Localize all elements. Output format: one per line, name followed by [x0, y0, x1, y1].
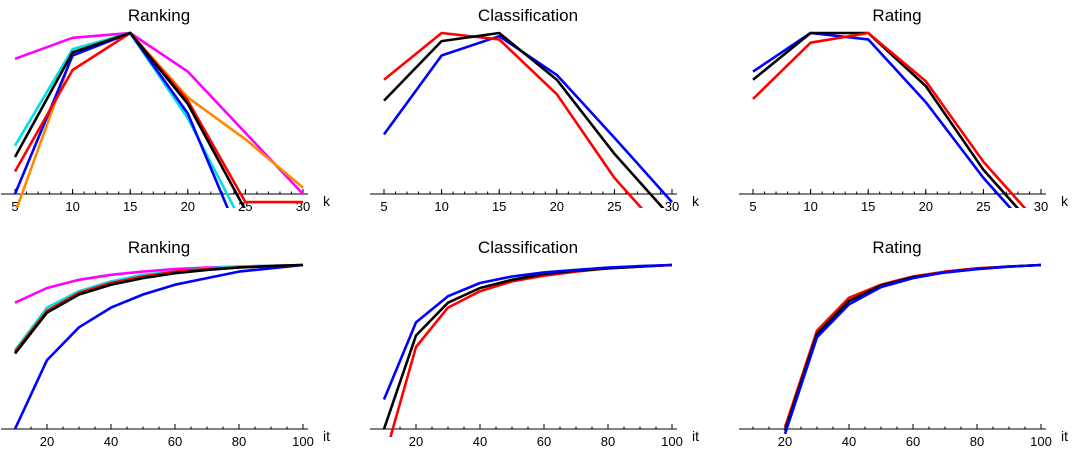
chart-panel-5: Classification 20 40 60 80 100 it [370, 238, 699, 449]
chart-panel-4: Ranking 20 40 60 80 100 it [1, 238, 330, 449]
series-line-2 [752, 31, 1020, 208]
series-line-4 [13, 263, 304, 353]
x-tick-label: 100 [661, 434, 683, 449]
series-line-3 [13, 31, 236, 208]
series-line-1 [14, 31, 304, 195]
x-tick-label: 60 [537, 434, 551, 449]
x-tick-label: 10 [803, 199, 817, 214]
chart-title: Ranking [128, 6, 190, 25]
x-tick-label: 100 [292, 434, 314, 449]
x-tick-label: 15 [123, 199, 137, 214]
series-line-4 [13, 31, 230, 208]
series-group [783, 263, 1042, 435]
x-tick-label: 60 [906, 434, 920, 449]
x-tick-label: 20 [919, 199, 933, 214]
chart-panel-3: Rating 5 10 15 20 25 30 k [739, 6, 1069, 214]
x-tick-label: 20 [40, 434, 54, 449]
chart-title: Rating [872, 238, 921, 257]
series-group [382, 31, 673, 208]
x-tick-label: 20 [181, 199, 195, 214]
x-tick-label: 25 [976, 199, 990, 214]
chart-title: Ranking [128, 238, 190, 257]
x-tick-label: 30 [665, 199, 679, 214]
series-group [382, 263, 673, 437]
x-tick-label: 40 [842, 434, 856, 449]
series-line-2 [783, 263, 1042, 432]
series-line-1 [752, 31, 1013, 208]
x-axis-label: it [692, 428, 699, 444]
x-tick-label: 30 [1034, 199, 1048, 214]
series-line-3 [783, 263, 1042, 435]
x-tick-label: 60 [168, 434, 182, 449]
series-group [13, 263, 304, 430]
series-group [13, 31, 304, 208]
x-tick-label: 15 [492, 199, 506, 214]
series-line-2 [383, 31, 644, 208]
x-tick-label: 20 [778, 434, 792, 449]
chart-title: Classification [478, 238, 578, 257]
x-tick-label: 80 [232, 434, 246, 449]
x-axis-label: it [323, 428, 330, 444]
x-tick-label: 40 [473, 434, 487, 449]
series-line-3 [382, 263, 673, 400]
series-group [752, 31, 1027, 208]
series-line-1 [783, 263, 1042, 428]
x-tick-label: 20 [409, 434, 423, 449]
x-tick-label: 80 [601, 434, 615, 449]
chart-panel-6: Rating 20 40 60 80 100 it [739, 238, 1068, 449]
x-tick-label: 15 [861, 199, 875, 214]
x-tick-label: 5 [380, 199, 387, 214]
x-tick-label: 10 [434, 199, 448, 214]
chart-panel-2: Classification 5 10 15 20 25 30 k [370, 6, 700, 214]
x-tick-label: 5 [749, 199, 756, 214]
x-tick-label: 20 [550, 199, 564, 214]
x-tick-label: 10 [65, 199, 79, 214]
x-tick-label: 100 [1030, 434, 1052, 449]
series-line-3 [752, 31, 1027, 208]
series-line-2 [15, 31, 304, 208]
series-line-3 [383, 31, 665, 208]
x-axis-label: it [1061, 428, 1068, 444]
series-line-5 [13, 263, 304, 355]
x-tick-label: 80 [970, 434, 984, 449]
series-line-6 [13, 31, 246, 208]
x-tick-label: 40 [104, 434, 118, 449]
series-line-1 [382, 34, 673, 203]
chart-title: Classification [478, 6, 578, 25]
x-tick-label: 5 [11, 199, 18, 214]
series-line-2 [13, 263, 304, 430]
chart-title: Rating [872, 6, 921, 25]
x-axis-label: k [692, 193, 700, 209]
x-axis-label: k [323, 193, 331, 209]
x-tick-label: 25 [607, 199, 621, 214]
series-line-1 [389, 263, 673, 437]
series-line-2 [382, 263, 673, 430]
series-line-5 [13, 31, 303, 204]
x-axis-label: k [1061, 193, 1069, 209]
